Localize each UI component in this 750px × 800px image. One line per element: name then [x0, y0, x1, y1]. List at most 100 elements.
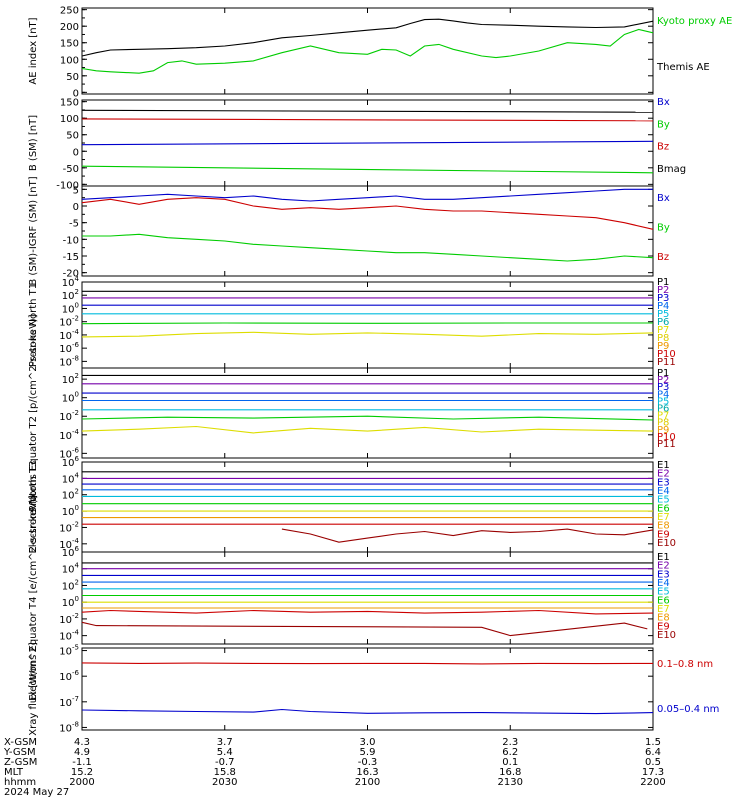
- y-tick-label: 10-6: [59, 341, 79, 355]
- y-tick-label: 102: [62, 578, 79, 592]
- series-p7: [81, 425, 654, 434]
- legend-entry: P8: [657, 333, 669, 344]
- legend-entry: P5: [657, 396, 669, 407]
- panel-frame: [81, 647, 654, 731]
- series-e9: [81, 609, 654, 615]
- legend-entry: E2: [657, 469, 670, 480]
- y-tick-label: 10-6: [59, 446, 79, 460]
- footer-value: 2200: [640, 777, 665, 788]
- y-tick-label: 0: [73, 88, 79, 99]
- panel-frame: [81, 367, 654, 459]
- y-tick-label: 250: [60, 6, 79, 17]
- y-tick-label: 106: [62, 455, 80, 469]
- footer-value: 1.5: [645, 737, 661, 748]
- y-axis-label: AE index [nT]: [28, 17, 39, 84]
- footer-value: 4.9: [74, 747, 90, 758]
- footer-value: 5.4: [217, 747, 233, 758]
- legend-entry: E9: [657, 621, 670, 632]
- legend-entry: Bx: [657, 97, 670, 108]
- legend-entry: 0.1–0.8 nm: [657, 659, 713, 670]
- legend-entry: P1: [657, 277, 669, 288]
- footer-value: 2030: [212, 777, 237, 788]
- legend-entry: E2: [657, 561, 670, 572]
- legend-entry: E6: [657, 503, 670, 514]
- series-by: [81, 165, 654, 174]
- ephemeris-footer: X-GSM 4.3 3.7 3.0 2.3 1.5 Y-GSM 4.9 5.4 5.9 6.2 6.4…: [3, 737, 666, 798]
- footer-value: 16.3: [356, 767, 378, 778]
- y-tick-label: 10-4: [59, 428, 79, 442]
- legend-entry: E7: [657, 604, 670, 615]
- y-tick-label: 102: [62, 288, 79, 302]
- y-tick-label: 10-8: [59, 720, 79, 734]
- legend-entry: Bmag: [657, 164, 686, 175]
- legend-entry: P6: [657, 317, 669, 328]
- y-tick-label: 150: [60, 98, 79, 109]
- panel-5: 102 100 10-2 10-4 10-6 Protons Equator T2 [p/…: [28, 314, 676, 511]
- series-themis-ae: [81, 18, 654, 57]
- y-tick-label: 0: [73, 202, 79, 213]
- legend-entry: P11: [657, 357, 676, 368]
- legend-entry: P9: [657, 425, 669, 436]
- y-tick-label: 0: [73, 147, 79, 158]
- y-tick-label: 10-8: [59, 354, 79, 368]
- footer-value: 4.3: [74, 737, 90, 748]
- legend-entry: P4: [657, 389, 669, 400]
- legend-entry: By: [657, 223, 670, 234]
- y-axis-label: Protons Equator T2 [p/(cm^2-s-sr-keV)]: [28, 314, 39, 511]
- footer-value: 6.2: [502, 747, 518, 758]
- y-tick-label: 100: [62, 504, 79, 518]
- panel-8: 10-5 10-6 10-7 10-8 Xray flux [W/m^2] 0.1–0.8…: [28, 642, 719, 736]
- y-tick-label: 100: [62, 595, 79, 609]
- legend-entry: E3: [657, 477, 670, 488]
- y-axis-label: B (SM) [nT]: [28, 115, 39, 171]
- y-tick-label: 150: [60, 39, 79, 50]
- footer-value: -0.7: [215, 757, 235, 768]
- footer-row-label: hhmm: [4, 777, 36, 788]
- y-tick-label: -20: [63, 269, 79, 280]
- y-tick-label: 100: [62, 391, 79, 405]
- legend-entry: P10: [657, 432, 676, 443]
- legend-entry: E5: [657, 495, 670, 506]
- footer-value: 2100: [355, 777, 380, 788]
- legend-entry: P7: [657, 325, 669, 336]
- footer-value: 16.8: [499, 767, 521, 778]
- y-tick-label: 10-6: [59, 669, 79, 683]
- legend-entry: P5: [657, 309, 669, 320]
- y-tick-label: 10-4: [59, 629, 79, 643]
- series-p6: [81, 322, 653, 325]
- y-tick-label: -5: [69, 219, 79, 230]
- y-tick-label: 104: [62, 471, 80, 485]
- panel-6: 106 104 102 100 10-2 10-4 Electrons North T3 E1…: [28, 455, 676, 554]
- y-tick-label: 100: [60, 55, 79, 66]
- legend-entry: Kyoto proxy AE: [657, 16, 732, 27]
- legend-entry: Bz: [657, 142, 669, 153]
- footer-value: 2130: [498, 777, 523, 788]
- footer-row-label: X-GSM: [4, 737, 37, 748]
- series-bz: [81, 197, 654, 230]
- y-tick-label: 104: [62, 275, 80, 289]
- legend-entry: P3: [657, 382, 669, 393]
- panel-1: 0 50 100 150 200 250 AE index [nT] Kyoto proxy …: [28, 6, 732, 100]
- y-axis-label: Protons North T1: [28, 283, 39, 367]
- footer-value: 0.1: [502, 757, 518, 768]
- legend-entry: P6: [657, 404, 669, 415]
- footer-value: 15.8: [214, 767, 236, 778]
- footer-value: 6.4: [645, 747, 661, 758]
- legend-entry: E8: [657, 613, 670, 624]
- y-tick-label: 10-4: [59, 537, 79, 551]
- legend-entry: E6: [657, 595, 670, 606]
- legend-entry: P2: [657, 285, 669, 296]
- y-tick-label: -10: [63, 235, 79, 246]
- legend-entry: P2: [657, 375, 669, 386]
- y-tick-label: 100: [62, 301, 79, 315]
- legend-entry: E7: [657, 512, 670, 523]
- series-bmag: [81, 109, 654, 113]
- footer-value: 17.3: [642, 767, 664, 778]
- y-tick-label: 10-2: [59, 315, 79, 329]
- panel-frame: [81, 551, 654, 645]
- y-axis-label: Electrons Equator T4 [e/(cm^2-s-sr-keV)]: [28, 495, 39, 701]
- y-tick-label: 102: [62, 372, 79, 386]
- y-axis-label: Xray flux [W/m^2]: [28, 642, 39, 736]
- series-p7: [81, 331, 654, 338]
